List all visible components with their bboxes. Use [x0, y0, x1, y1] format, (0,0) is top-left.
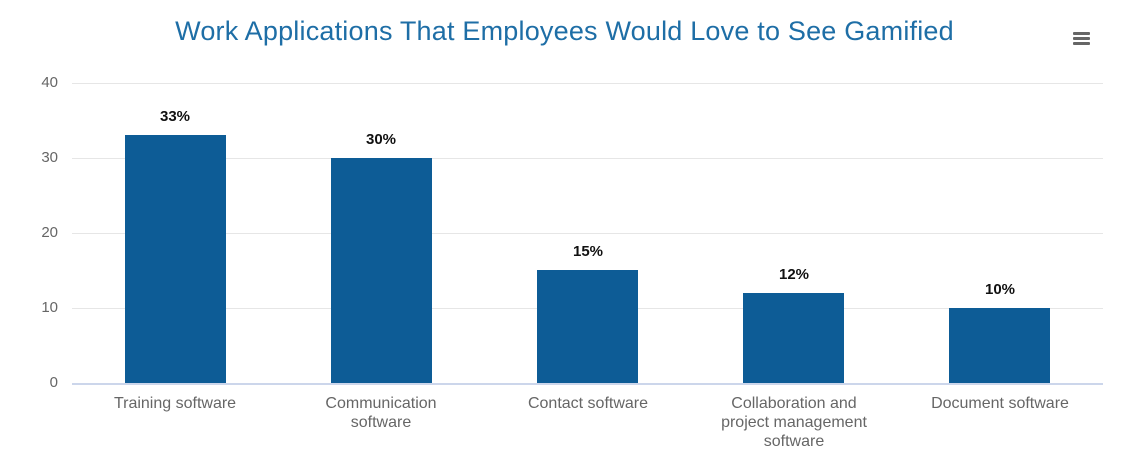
x-axis-label: Communication software [325, 395, 437, 431]
bar[interactable] [331, 158, 432, 383]
bar-value-label: 10% [984, 281, 1016, 298]
gridline [72, 158, 1103, 159]
bar-value-label: 33% [159, 108, 191, 125]
y-axis-label: 0 [49, 374, 58, 391]
bar[interactable] [949, 308, 1050, 383]
bar-value-label: 15% [572, 243, 604, 260]
bar[interactable] [537, 270, 638, 383]
x-axis-label: Contact software [527, 395, 649, 412]
x-axis-label: Collaboration and project management sof… [721, 395, 867, 450]
y-axis-label: 30 [41, 149, 58, 166]
gridline [72, 233, 1103, 234]
bar[interactable] [743, 293, 844, 383]
x-axis-label: Training software [113, 395, 237, 412]
context-menu-button[interactable] [1068, 27, 1094, 49]
y-axis-label: 10 [41, 299, 58, 316]
gridline [72, 83, 1103, 84]
bar[interactable] [125, 135, 226, 383]
bar-value-label: 30% [365, 131, 397, 148]
x-axis-label: Document software [931, 395, 1069, 412]
y-axis-label: 20 [41, 224, 58, 241]
y-axis-label: 40 [41, 74, 58, 91]
chart-title: Work Applications That Employees Would L… [175, 16, 954, 46]
x-axis-line [72, 382, 1103, 385]
bar-value-label: 12% [778, 266, 810, 283]
